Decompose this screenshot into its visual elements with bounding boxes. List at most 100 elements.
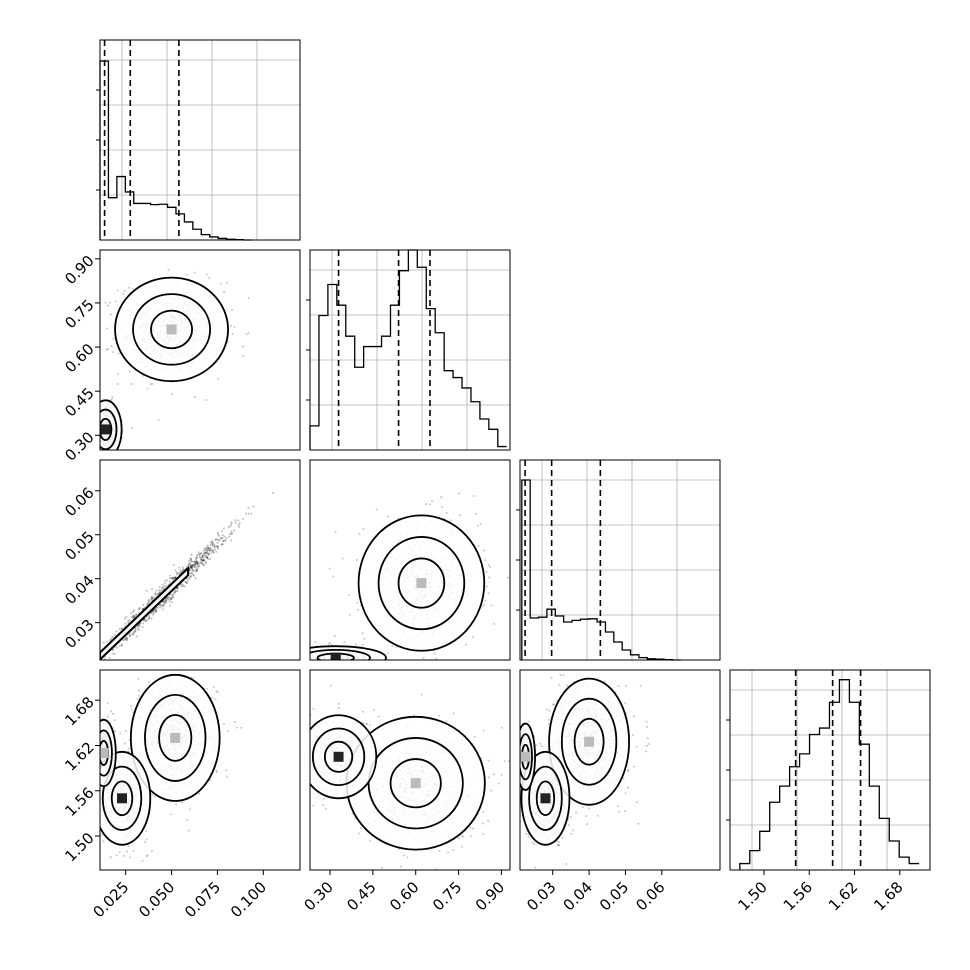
scatter-point <box>90 429 92 431</box>
scatter-point <box>204 552 207 555</box>
scatter-point <box>484 599 487 602</box>
scatter-point <box>130 615 133 618</box>
scatter-point <box>122 854 125 857</box>
scatter-point <box>357 608 360 611</box>
scatter-point <box>311 661 313 663</box>
scatter-point <box>227 340 230 343</box>
scatter-point <box>199 561 202 564</box>
scatter-point <box>129 635 132 638</box>
scatter-point <box>222 539 225 542</box>
y-tick-label: 0.03 <box>61 616 97 652</box>
scatter-point <box>208 549 211 552</box>
scatter-point <box>154 592 157 595</box>
scatter-point <box>132 850 135 853</box>
scatter-point <box>151 588 154 591</box>
scatter-point <box>356 601 359 604</box>
scatter-point <box>487 564 490 567</box>
y-tick-label: 1.68 <box>61 693 97 729</box>
scatter-point <box>193 561 196 564</box>
scatter-point <box>202 559 205 562</box>
scatter-point <box>142 622 145 625</box>
scatter-point <box>94 427 96 429</box>
scatter-point <box>130 383 133 386</box>
scatter-point <box>128 619 131 622</box>
scatter-point <box>191 565 194 568</box>
scatter-point <box>95 755 97 757</box>
scatter-point <box>233 720 236 723</box>
scatter-point <box>189 557 192 560</box>
scatter-point <box>222 540 225 543</box>
scatter-point <box>196 563 199 566</box>
scatter-point <box>115 453 117 455</box>
scatter-point <box>162 605 165 608</box>
scatter-point <box>111 648 114 651</box>
scatter-point <box>190 560 193 563</box>
scatter-point <box>367 661 369 663</box>
scatter-point <box>171 593 174 596</box>
scatter-point <box>229 532 232 535</box>
scatter-point <box>292 649 294 651</box>
scatter-points <box>100 491 274 660</box>
scatter-point <box>127 621 130 624</box>
scatter-point <box>214 698 217 701</box>
scatter-point <box>185 565 188 568</box>
scatter-point <box>221 543 224 546</box>
scatter-point <box>212 551 215 554</box>
scatter-point <box>146 602 149 605</box>
scatter-point <box>95 765 97 767</box>
contour-line <box>377 536 466 631</box>
scatter-point <box>302 661 304 663</box>
scatter-point <box>195 561 198 564</box>
scatter-point <box>180 585 183 588</box>
scatter-point <box>117 352 120 355</box>
scatter-point <box>294 651 296 653</box>
scatter-point <box>160 589 163 592</box>
scatter-point <box>113 634 116 637</box>
scatter-point <box>190 559 193 562</box>
scatter-point <box>115 646 118 649</box>
scatter-point <box>274 652 276 654</box>
scatter-point <box>479 522 482 525</box>
scatter-point <box>192 564 195 567</box>
scatter-point <box>358 662 360 664</box>
scatter-point <box>343 671 345 673</box>
scatter-point <box>206 546 209 549</box>
scatter-point <box>144 619 147 622</box>
density-peak <box>170 732 181 743</box>
scatter-point <box>182 568 185 571</box>
scatter-point <box>475 512 478 515</box>
scatter-point <box>131 632 134 635</box>
scatter-point <box>169 596 172 599</box>
hist-panel-1 <box>306 249 511 451</box>
scatter-point <box>314 668 316 670</box>
scatter-point <box>191 560 194 563</box>
scatter-point <box>125 730 128 733</box>
scatter-point <box>227 526 230 529</box>
scatter-point <box>194 560 197 563</box>
scatter-point <box>152 597 155 600</box>
contour-line <box>132 293 211 366</box>
scatter-point <box>344 662 346 664</box>
scatter-point <box>350 665 352 667</box>
scatter-point <box>95 729 97 731</box>
scatter-point <box>109 856 112 859</box>
scatter-point <box>238 525 241 528</box>
scatter-point <box>146 387 149 390</box>
scatter-point <box>349 663 351 665</box>
scatter-points <box>310 684 510 870</box>
scatter-point <box>155 609 158 612</box>
scatter-point <box>128 633 131 636</box>
scatter-point <box>89 740 91 742</box>
scatter-point <box>123 638 126 641</box>
scatter-point <box>106 702 109 705</box>
scatter-point <box>96 769 98 771</box>
scatter-point <box>213 543 216 546</box>
scatter-point <box>188 577 191 580</box>
scatter-panel-2-0: 0.030.040.050.06 <box>61 459 301 661</box>
scatter-point <box>328 661 330 663</box>
scatter-point <box>97 758 99 760</box>
scatter-point <box>472 494 475 497</box>
scatter-point <box>335 661 337 663</box>
scatter-point <box>176 589 179 592</box>
scatter-point <box>186 577 189 580</box>
